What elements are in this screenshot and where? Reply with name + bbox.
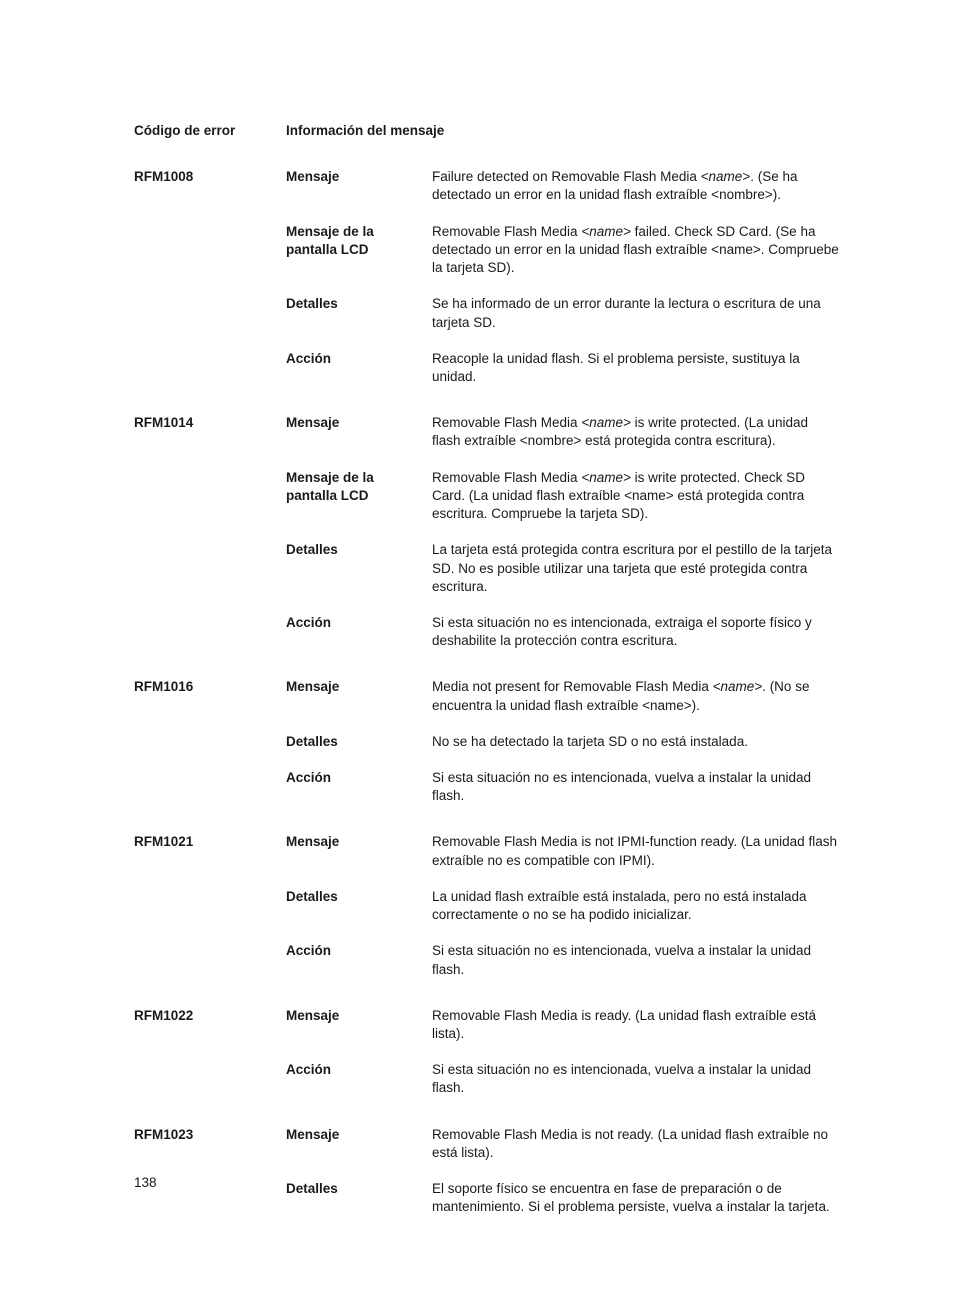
field-value: Removable Flash Media <name> failed. Che… <box>432 223 840 278</box>
field-row: MensajeRemovable Flash Media is not IPMI… <box>286 819 840 873</box>
field-label: Acción <box>286 1061 432 1097</box>
error-code: RFM1023 <box>134 1112 286 1221</box>
field-value: Removable Flash Media <name> is write pr… <box>432 469 840 524</box>
table-header-row: Código de error Información del mensaje <box>134 122 840 140</box>
error-entry: RFM1016MensajeMedia not present for Remo… <box>134 664 840 809</box>
entry-fields: MensajeRemovable Flash Media is not read… <box>286 1112 840 1221</box>
error-entry: RFM1022MensajeRemovable Flash Media is r… <box>134 993 840 1102</box>
field-value: La tarjeta está protegida contra escritu… <box>432 541 840 596</box>
field-value: Media not present for Removable Flash Me… <box>432 678 840 714</box>
field-label: Mensaje de la pantalla LCD <box>286 223 432 278</box>
field-label: Mensaje <box>286 168 432 204</box>
field-label: Acción <box>286 942 432 978</box>
field-row: MensajeRemovable Flash Media <name> is w… <box>286 400 840 454</box>
field-row: DetallesLa unidad flash extraíble está i… <box>286 874 840 928</box>
field-value: Removable Flash Media is not IPMI-functi… <box>432 833 840 869</box>
header-code: Código de error <box>134 122 286 140</box>
error-entry: RFM1023MensajeRemovable Flash Media is n… <box>134 1112 840 1221</box>
field-row: AcciónReacople la unidad flash. Si el pr… <box>286 336 840 390</box>
field-label: Mensaje <box>286 1007 432 1043</box>
field-row: Mensaje de la pantalla LCDRemovable Flas… <box>286 209 840 282</box>
field-row: DetallesNo se ha detectado la tarjeta SD… <box>286 719 840 755</box>
error-code: RFM1022 <box>134 993 286 1102</box>
field-value: Removable Flash Media is ready. (La unid… <box>432 1007 840 1043</box>
field-value: No se ha detectado la tarjeta SD o no es… <box>432 733 840 751</box>
field-value: Removable Flash Media is not ready. (La … <box>432 1126 840 1162</box>
field-row: MensajeMedia not present for Removable F… <box>286 664 840 718</box>
field-label: Detalles <box>286 295 432 331</box>
error-code: RFM1014 <box>134 400 286 654</box>
field-value: La unidad flash extraíble está instalada… <box>432 888 840 924</box>
error-code: RFM1008 <box>134 154 286 390</box>
error-code: RFM1021 <box>134 819 286 982</box>
page: Código de error Información del mensaje … <box>0 0 954 1301</box>
page-number: 138 <box>134 1174 157 1192</box>
field-row: MensajeRemovable Flash Media is not read… <box>286 1112 840 1166</box>
field-label: Detalles <box>286 888 432 924</box>
field-row: AcciónSi esta situación no es intenciona… <box>286 755 840 809</box>
field-label: Mensaje de la pantalla LCD <box>286 469 432 524</box>
field-value: Reacople la unidad flash. Si el problema… <box>432 350 840 386</box>
field-row: MensajeFailure detected on Removable Fla… <box>286 154 840 208</box>
field-row: DetallesEl soporte físico se encuentra e… <box>286 1166 840 1220</box>
field-value: El soporte físico se encuentra en fase d… <box>432 1180 840 1216</box>
header-info: Información del mensaje <box>286 122 840 140</box>
field-label: Mensaje <box>286 1126 432 1162</box>
entry-fields: MensajeMedia not present for Removable F… <box>286 664 840 809</box>
field-label: Detalles <box>286 541 432 596</box>
field-label: Detalles <box>286 1180 432 1216</box>
field-value: Si esta situación no es intencionada, vu… <box>432 769 840 805</box>
field-value: Failure detected on Removable Flash Medi… <box>432 168 840 204</box>
field-value: Si esta situación no es intencionada, vu… <box>432 1061 840 1097</box>
entry-fields: MensajeRemovable Flash Media is ready. (… <box>286 993 840 1102</box>
error-entry: RFM1014MensajeRemovable Flash Media <nam… <box>134 400 840 654</box>
field-label: Acción <box>286 350 432 386</box>
field-label: Mensaje <box>286 414 432 450</box>
field-row: AcciónSi esta situación no es intenciona… <box>286 600 840 654</box>
field-value: Si esta situación no es intencionada, vu… <box>432 942 840 978</box>
field-label: Mensaje <box>286 833 432 869</box>
entry-fields: MensajeFailure detected on Removable Fla… <box>286 154 840 390</box>
field-row: DetallesLa tarjeta está protegida contra… <box>286 527 840 600</box>
field-row: AcciónSi esta situación no es intenciona… <box>286 1047 840 1101</box>
entries-container: RFM1008MensajeFailure detected on Remova… <box>134 154 840 1220</box>
error-entry: RFM1008MensajeFailure detected on Remova… <box>134 154 840 390</box>
field-value: Removable Flash Media <name> is write pr… <box>432 414 840 450</box>
field-label: Mensaje <box>286 678 432 714</box>
entry-fields: MensajeRemovable Flash Media <name> is w… <box>286 400 840 654</box>
field-value: Se ha informado de un error durante la l… <box>432 295 840 331</box>
field-row: DetallesSe ha informado de un error dura… <box>286 281 840 335</box>
field-label: Acción <box>286 769 432 805</box>
entry-fields: MensajeRemovable Flash Media is not IPMI… <box>286 819 840 982</box>
error-code: RFM1016 <box>134 664 286 809</box>
error-entry: RFM1021MensajeRemovable Flash Media is n… <box>134 819 840 982</box>
field-row: Mensaje de la pantalla LCDRemovable Flas… <box>286 455 840 528</box>
field-value: Si esta situación no es intencionada, ex… <box>432 614 840 650</box>
field-label: Acción <box>286 614 432 650</box>
field-row: MensajeRemovable Flash Media is ready. (… <box>286 993 840 1047</box>
field-label: Detalles <box>286 733 432 751</box>
field-row: AcciónSi esta situación no es intenciona… <box>286 928 840 982</box>
